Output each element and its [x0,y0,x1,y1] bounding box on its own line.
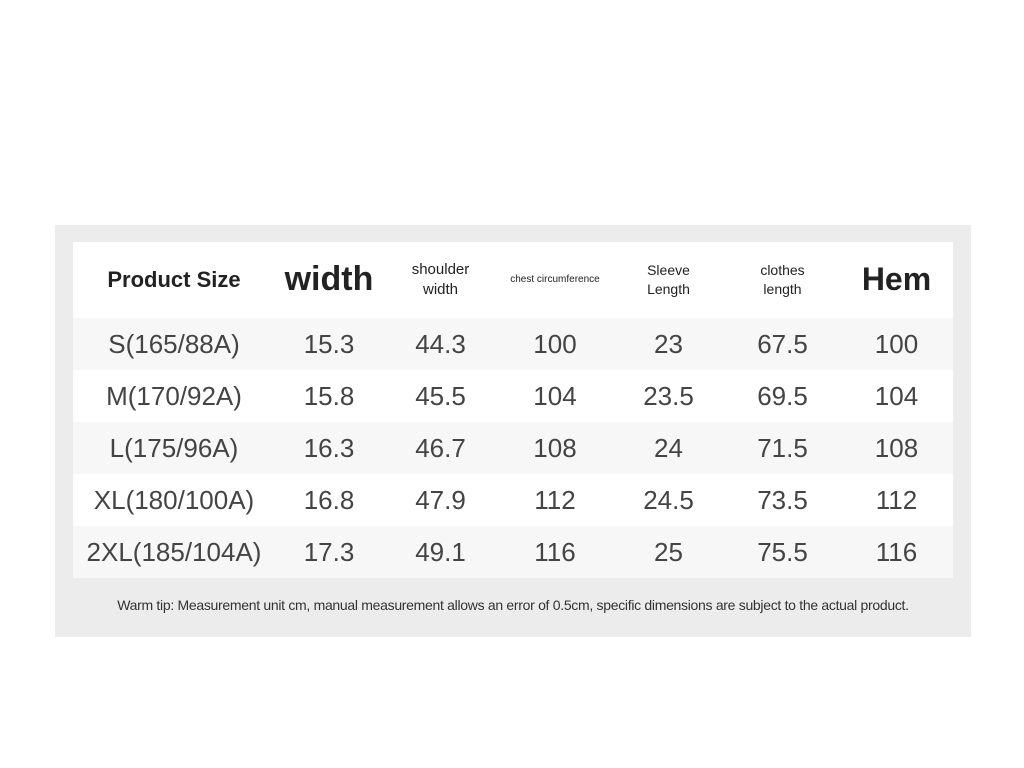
header-row: Product Size width shoulder width chest cir… [73,242,953,318]
measurement-cell: 116 [498,526,612,578]
measurement-cell: 69.5 [757,380,808,411]
measurement-cell: 108 [840,422,953,474]
measurement-cell: 49.1 [383,526,498,578]
size-label: S(165/88A) [73,318,275,370]
footer-tip: Warm tip: Measurement unit cm, manual me… [117,597,909,613]
measurement-cell: 44.3 [383,318,498,370]
measurement-cell: 16.8 [303,484,355,515]
size-row: 2XL(185/104A) 17.3 49.1 116 25 75.5 116 [73,526,953,578]
measurement-cell: 46.7 [383,422,498,474]
size-label: XL(180/100A) [93,484,255,515]
measurement-cell: 47.9 [415,484,466,515]
measurement-cell: 24 [612,422,725,474]
column-header: clothes length [760,262,805,297]
measurement-cell: 15.3 [275,318,383,370]
measurement-cell: 108 [498,422,612,474]
measurement-cell: 100 [840,318,953,370]
size-row: M(170/92A) 15.8 45.5 104 23.5 69.5 104 [73,370,953,422]
column-header: Product Size [107,267,241,293]
measurement-cell: 73.5 [757,484,808,515]
measurement-cell: 15.8 [303,380,355,411]
measurement-cell: 75.5 [725,526,840,578]
column-header: width [284,260,374,299]
measurement-cell: 16.3 [275,422,383,474]
size-row: XL(180/100A) 16.8 47.9 112 24.5 73.5 112 [73,474,953,526]
measurement-cell: 23.5 [643,380,694,411]
measurement-cell: 116 [840,526,953,578]
size-label: M(170/92A) [106,380,242,411]
size-chart-panel: Product Size width shoulder width chest cir… [55,225,971,637]
measurement-cell: 45.5 [415,380,466,411]
measurement-cell: 100 [498,318,612,370]
measurement-cell: 23 [612,318,725,370]
measurement-cell: 25 [612,526,725,578]
size-label: L(175/96A) [73,422,275,474]
measurement-cell: 112 [875,484,918,515]
column-header: shoulder width [411,260,470,298]
size-label: 2XL(185/104A) [73,526,275,578]
measurement-cell: 24.5 [643,484,694,515]
table-body: S(165/88A) 15.3 44.3 100 23 67.5 100 M(170/92A)… [73,318,953,578]
measurement-cell: 104 [533,380,577,411]
column-header: chest circumference [510,274,600,286]
measurement-cell: 17.3 [275,526,383,578]
size-table: Product Size width shoulder width chest cir… [73,242,953,578]
measurement-cell: 67.5 [725,318,840,370]
column-header: Sleeve Length [647,262,690,297]
measurement-cell: 112 [534,484,576,515]
measurement-cell: 104 [874,380,919,411]
size-row: S(165/88A) 15.3 44.3 100 23 67.5 100 [73,318,953,370]
column-header: Hem [861,261,932,298]
size-row: L(175/96A) 16.3 46.7 108 24 71.5 108 [73,422,953,474]
measurement-cell: 71.5 [725,422,840,474]
